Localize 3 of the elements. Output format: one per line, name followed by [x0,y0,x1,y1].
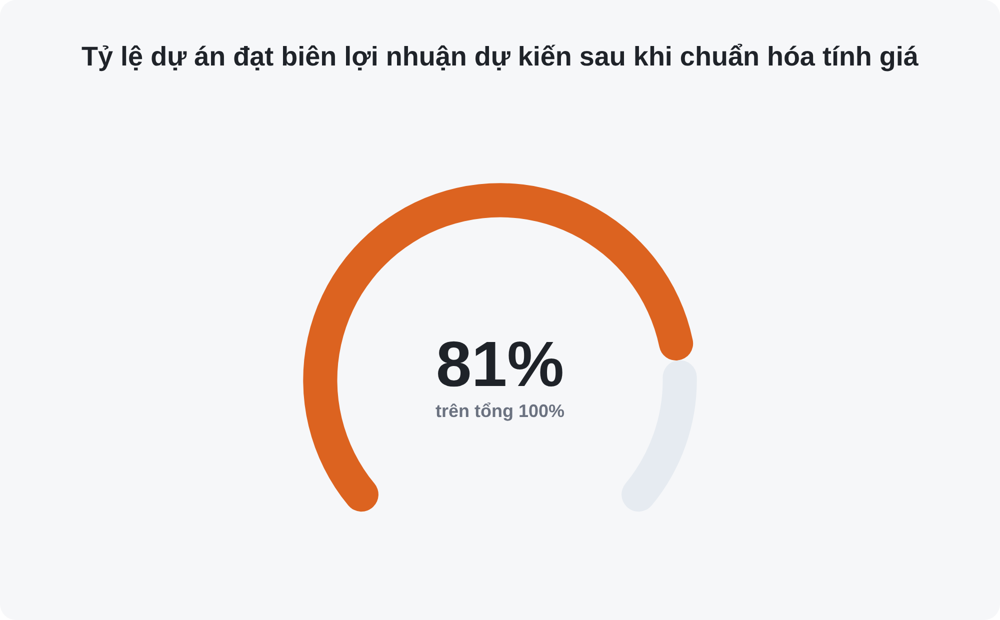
data-label: 81% [436,328,564,400]
chart-title: Tỷ lệ dự án đạt biên lợi nhuận dự kiến sau khi chuẩn hóa tính giá [82,42,920,72]
text: trên tổng 100% [435,401,565,421]
